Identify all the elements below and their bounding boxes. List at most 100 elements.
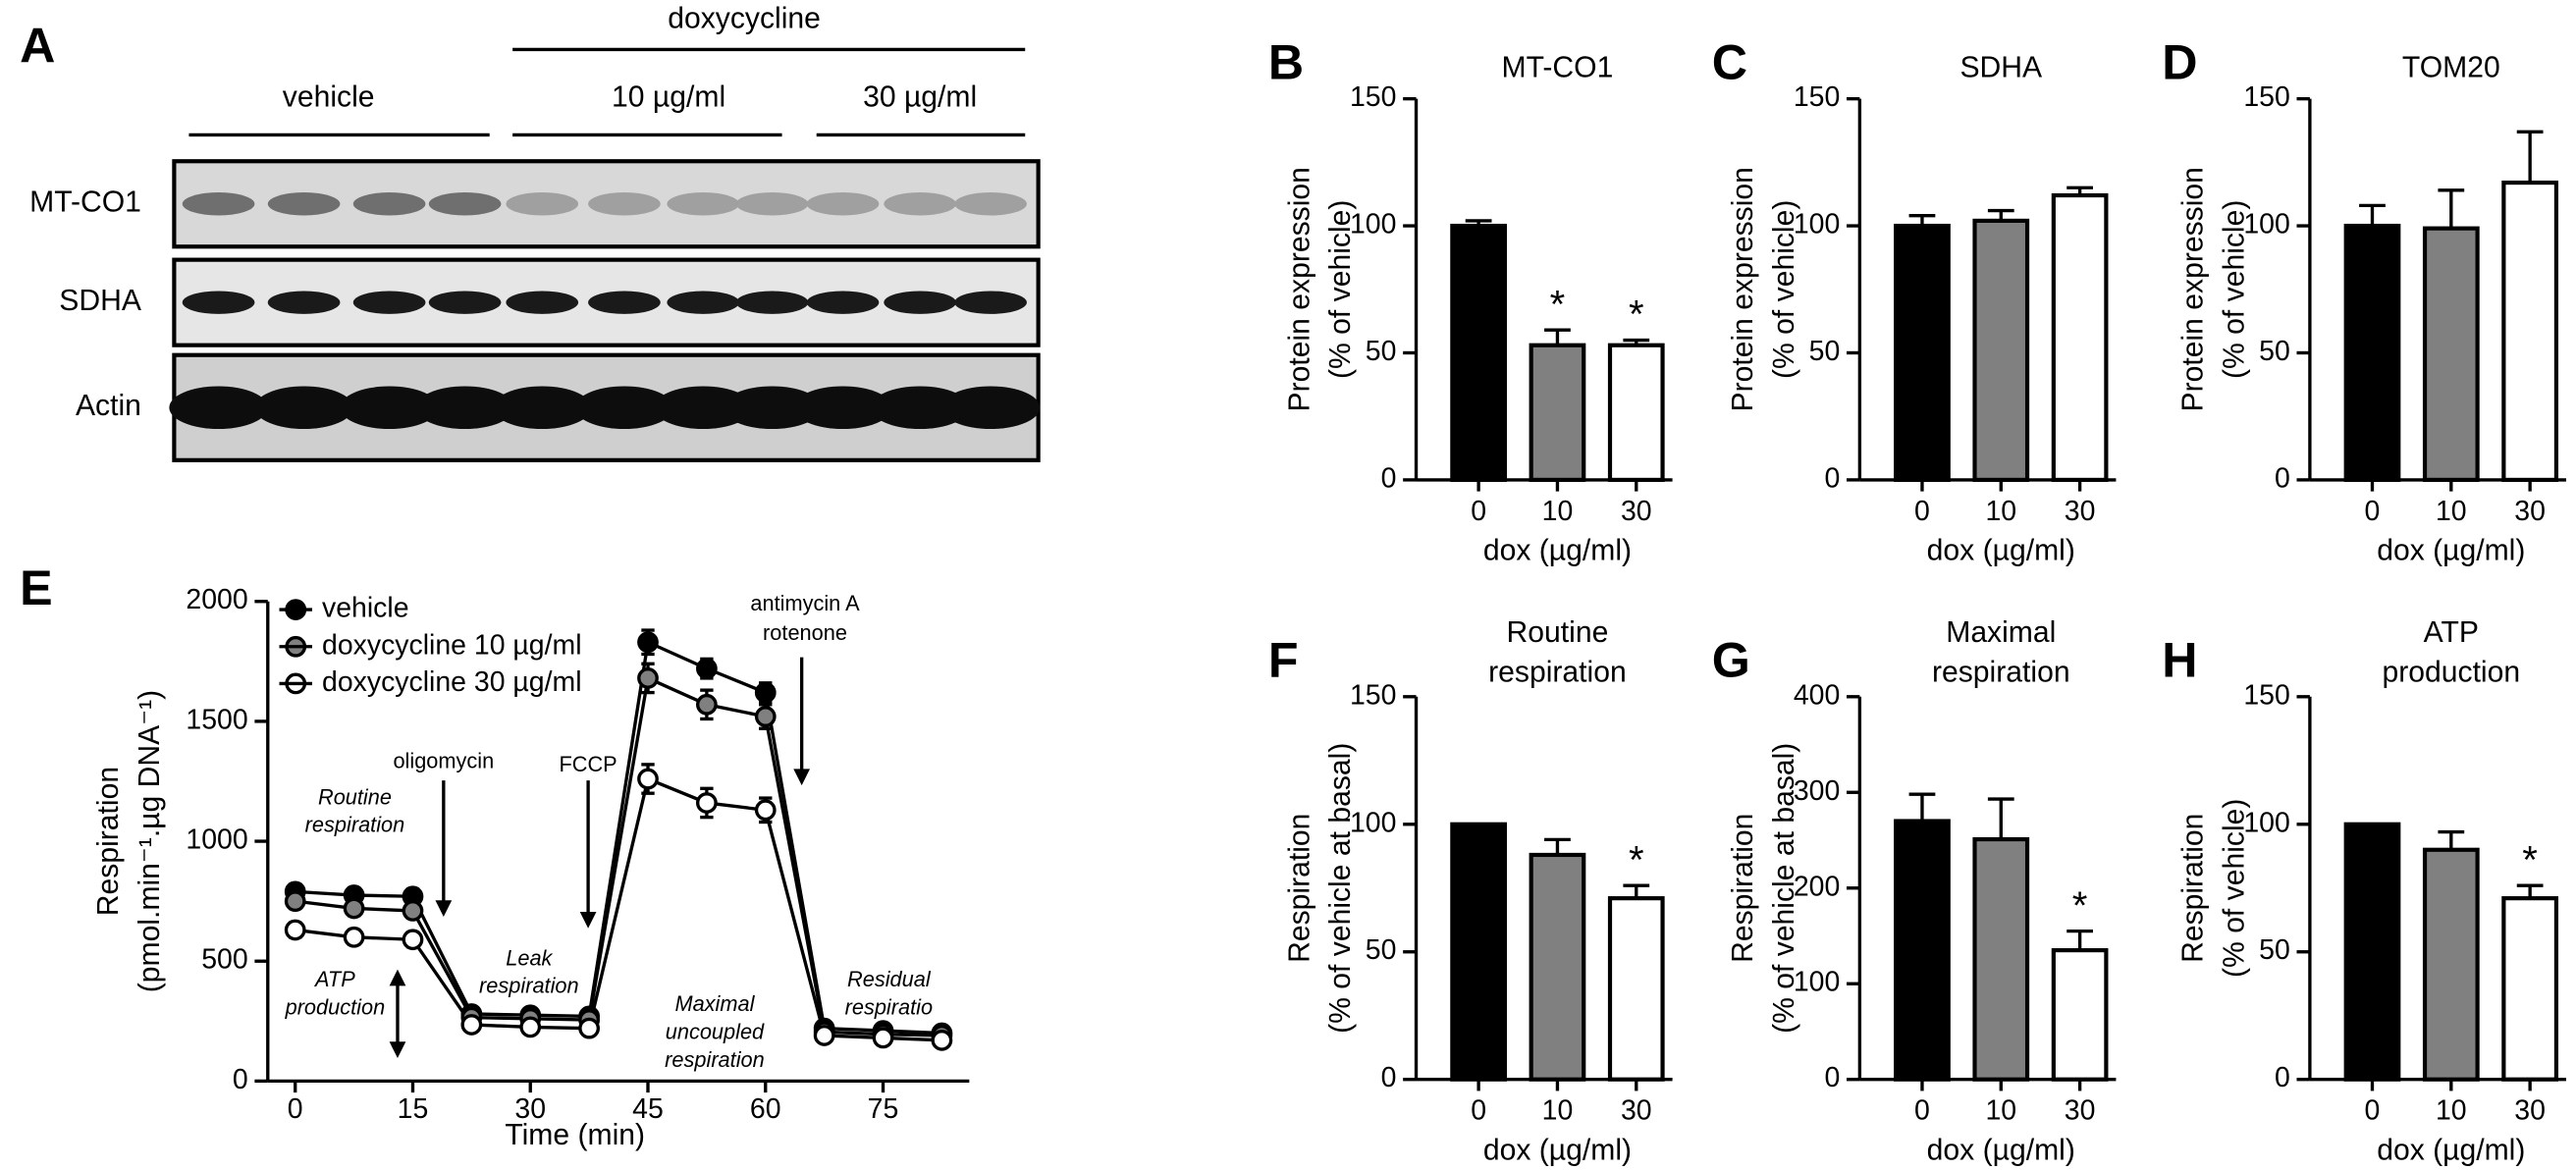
x-tick-label: 10 bbox=[1985, 496, 2016, 527]
y-tick-label: 0 bbox=[2275, 462, 2290, 494]
marker bbox=[343, 926, 365, 948]
x-axis-label: dox (µg/ml) bbox=[1483, 1134, 1632, 1166]
marker bbox=[813, 1025, 835, 1046]
y-tick-label: 500 bbox=[201, 944, 247, 976]
y-axis-label: (% of vehicle) bbox=[2219, 200, 2251, 379]
marker bbox=[637, 768, 659, 790]
x-axis-label: Time (min) bbox=[505, 1119, 645, 1151]
band bbox=[169, 386, 268, 430]
marker bbox=[402, 900, 424, 922]
significance: * bbox=[1629, 292, 1644, 337]
y-tick-label: 0 bbox=[1824, 1062, 1840, 1093]
phase-label: respiratio bbox=[845, 995, 933, 1020]
y-tick-label: 150 bbox=[2243, 81, 2289, 113]
y-axis-label: Protein expression bbox=[1727, 167, 1759, 411]
bar bbox=[2051, 948, 2109, 1082]
y-tick-label: 0 bbox=[1824, 462, 1840, 494]
marker bbox=[343, 897, 365, 920]
marker bbox=[402, 929, 424, 951]
x-tick-label: 0 bbox=[1471, 496, 1486, 527]
marker bbox=[931, 1029, 953, 1051]
group-label: 10 µg/ml bbox=[612, 81, 725, 114]
y-tick-label: 400 bbox=[1794, 679, 1840, 711]
y-axis-label: (% of vehicle) bbox=[1768, 200, 1800, 379]
y-tick-label: 1000 bbox=[186, 824, 247, 856]
x-tick-label: 60 bbox=[750, 1093, 781, 1125]
injection-label: rotenone bbox=[763, 620, 847, 645]
chart-title: respiration bbox=[1932, 656, 2070, 688]
y-tick-label: 1500 bbox=[186, 704, 247, 735]
x-axis-label: dox (µg/ml) bbox=[2377, 1134, 2525, 1166]
band bbox=[735, 192, 809, 216]
band bbox=[588, 291, 661, 314]
y-tick-label: 0 bbox=[1381, 1062, 1397, 1093]
x-axis-label: dox (µg/ml) bbox=[1927, 1134, 2075, 1166]
bar bbox=[2343, 223, 2401, 482]
y-tick-label: 100 bbox=[2243, 807, 2289, 838]
chart-title: Maximal bbox=[1946, 616, 2056, 649]
band bbox=[806, 291, 880, 314]
panel-letter: C bbox=[1712, 34, 1747, 89]
y-tick-label: 2000 bbox=[186, 584, 247, 615]
phase-label: Routine bbox=[318, 784, 392, 809]
arrow-head bbox=[579, 912, 597, 929]
band bbox=[884, 192, 956, 216]
x-tick-label: 10 bbox=[1985, 1095, 2016, 1127]
bar bbox=[1972, 836, 2030, 1082]
row-label: SDHA bbox=[59, 285, 142, 317]
significance: * bbox=[2522, 837, 2538, 881]
series-line bbox=[295, 639, 942, 1036]
bar bbox=[1450, 223, 1507, 482]
x-tick-label: 30 bbox=[2514, 1095, 2546, 1127]
marker bbox=[284, 890, 306, 913]
y-tick-label: 150 bbox=[1794, 81, 1840, 113]
band bbox=[654, 386, 753, 430]
phase-label: Residual bbox=[847, 967, 932, 991]
y-tick-label: 50 bbox=[1366, 336, 1397, 367]
blot-image bbox=[169, 159, 1041, 462]
legend-label: doxycycline 10 µg/ml bbox=[322, 629, 582, 661]
group-label: 30 µg/ml bbox=[863, 81, 977, 114]
y-tick-label: 0 bbox=[2275, 1062, 2290, 1093]
bar bbox=[2051, 192, 2109, 482]
band bbox=[954, 291, 1027, 314]
x-tick-label: 45 bbox=[632, 1093, 664, 1125]
chart-title: TOM20 bbox=[2402, 51, 2500, 83]
marker bbox=[696, 658, 718, 680]
chart-title: ATP bbox=[2424, 616, 2479, 649]
y-axis-label: (% of vehicle at basal) bbox=[1768, 743, 1800, 1034]
legend-label: doxycycline 30 µg/ml bbox=[322, 666, 582, 698]
x-tick-label: 0 bbox=[2365, 496, 2381, 527]
marker bbox=[696, 792, 718, 814]
bar bbox=[1972, 218, 2030, 482]
arrow-head bbox=[793, 769, 811, 786]
x-tick-label: 30 bbox=[1621, 1095, 1652, 1127]
band bbox=[870, 386, 970, 430]
bar bbox=[2343, 822, 2401, 1082]
panel-letter: A bbox=[20, 19, 55, 74]
x-axis-label: dox (µg/ml) bbox=[2377, 534, 2525, 566]
marker bbox=[460, 1014, 483, 1036]
phase-label: ATP bbox=[313, 967, 355, 991]
x-tick-label: 75 bbox=[868, 1093, 899, 1125]
marker bbox=[637, 631, 659, 654]
x-tick-label: 10 bbox=[2436, 1095, 2467, 1127]
injection-label: FCCP bbox=[559, 752, 617, 776]
panel-letter: B bbox=[1268, 34, 1304, 89]
y-tick-label: 50 bbox=[1366, 934, 1397, 966]
marker bbox=[872, 1027, 894, 1049]
marker bbox=[754, 681, 777, 704]
significance: * bbox=[1629, 837, 1644, 881]
bar bbox=[1894, 819, 1951, 1082]
y-axis-label: (pmol.min⁻¹.µg DNA⁻¹) bbox=[134, 690, 166, 992]
phase-label: respiration bbox=[479, 974, 579, 998]
chart-title: Routine bbox=[1507, 616, 1609, 649]
chart-title: MT-CO1 bbox=[1502, 51, 1614, 83]
panel-letter: E bbox=[20, 560, 52, 615]
y-tick-label: 100 bbox=[1350, 807, 1396, 838]
y-tick-label: 150 bbox=[2243, 679, 2289, 711]
phase-label: respiration bbox=[305, 813, 405, 837]
marker bbox=[284, 919, 306, 941]
band bbox=[352, 192, 426, 216]
